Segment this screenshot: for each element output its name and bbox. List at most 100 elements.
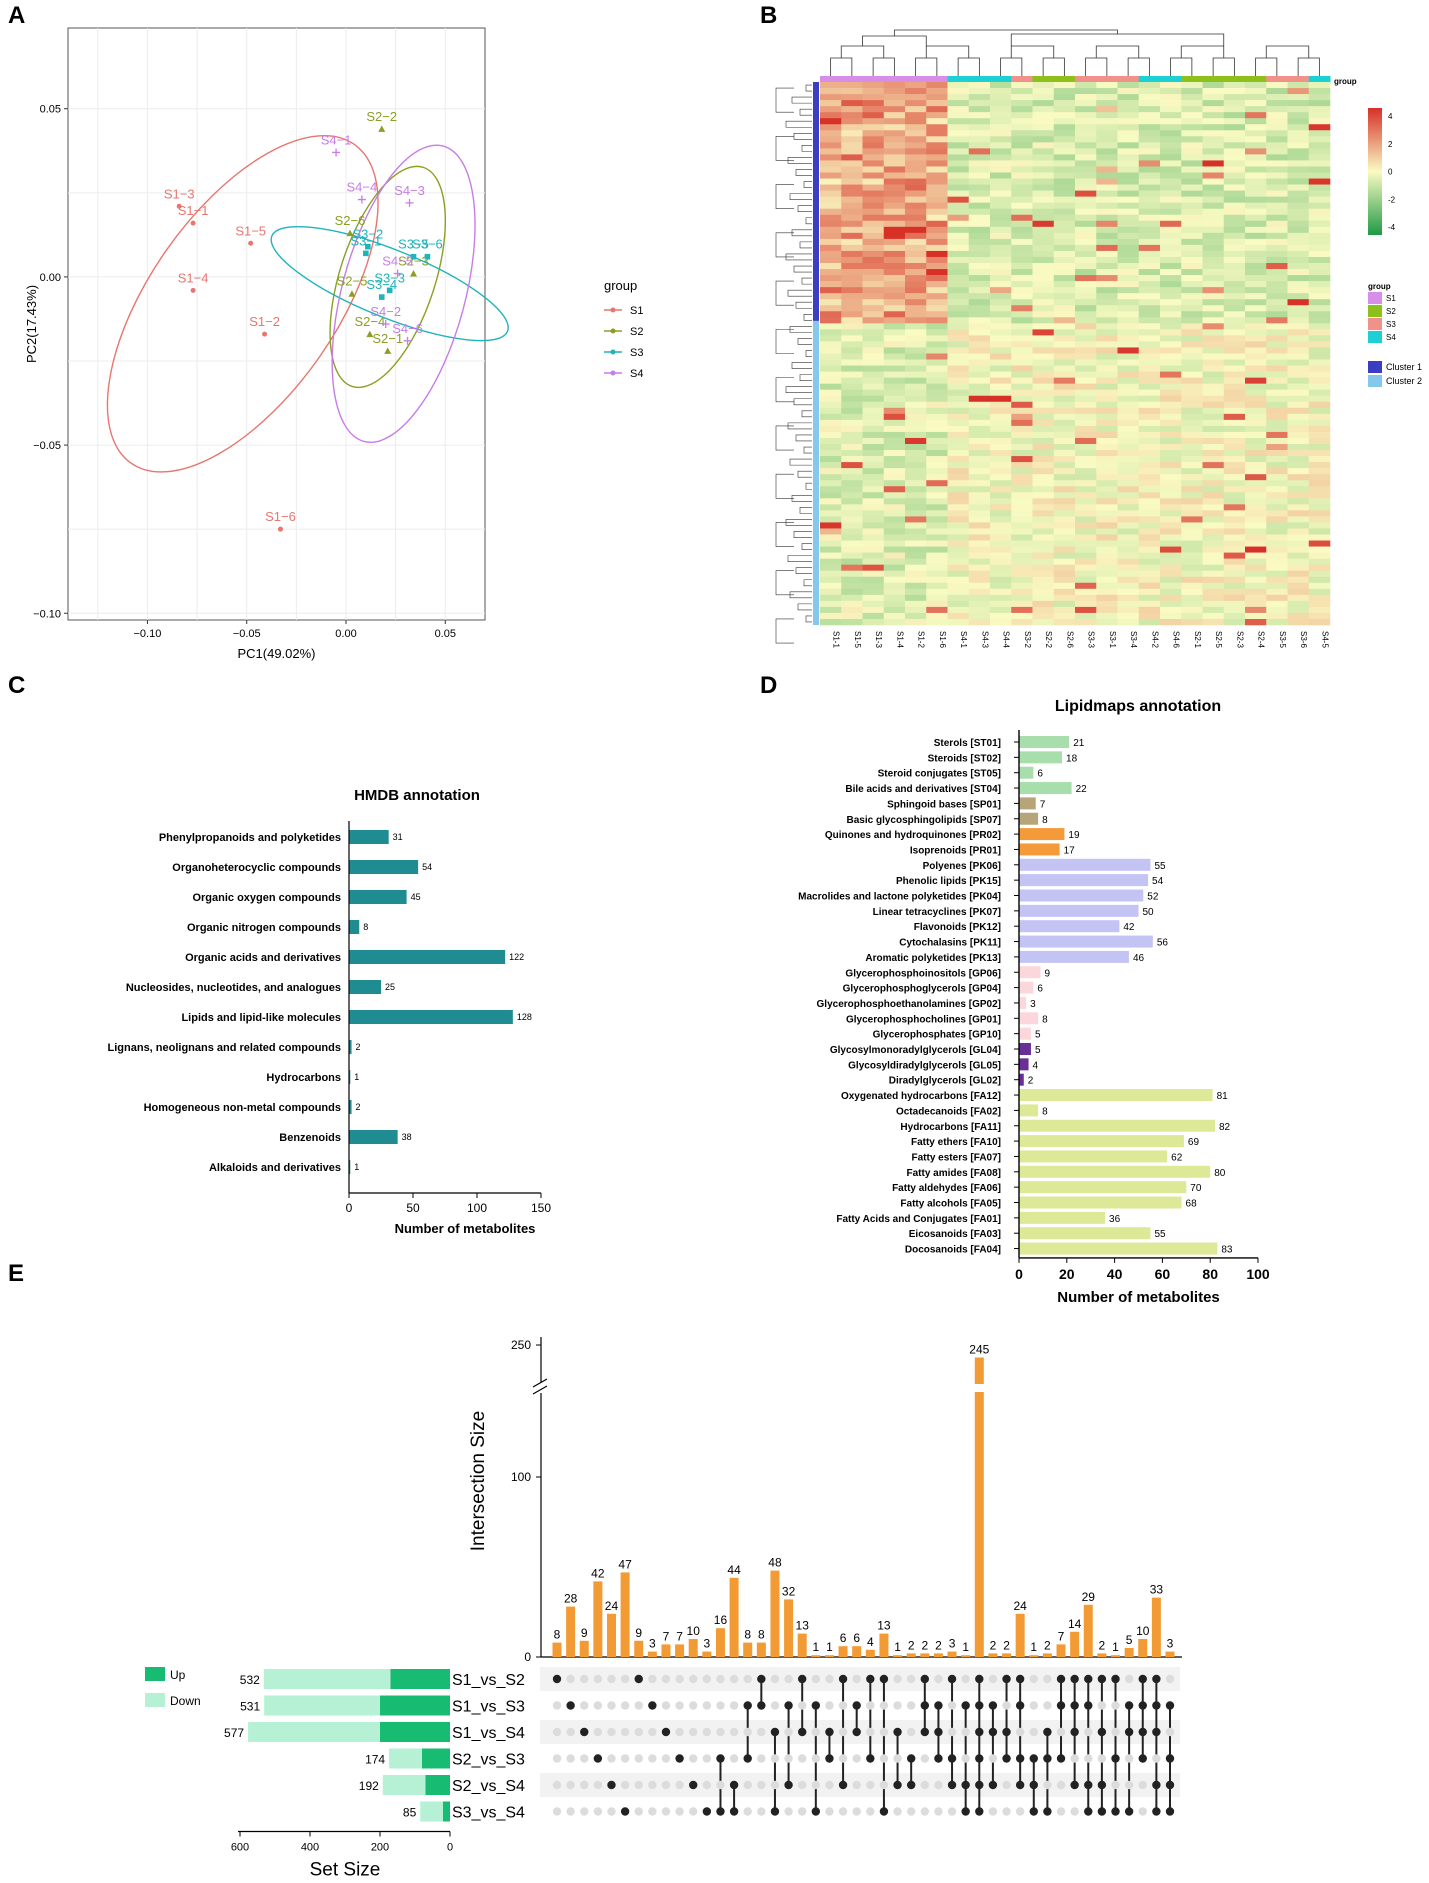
heatmap-cell	[841, 250, 863, 258]
heatmap-cell	[1245, 353, 1267, 360]
heatmap-cell	[990, 190, 1012, 197]
heatmap-cell	[1096, 305, 1118, 312]
heatmap-cell	[968, 558, 991, 565]
heatmap-cell	[1138, 419, 1161, 427]
heatmap-cell	[1287, 558, 1310, 565]
heatmap-cell	[905, 293, 927, 300]
heatmap-cell	[1117, 100, 1140, 107]
heatmap-cell	[820, 486, 842, 493]
heatmap-cell	[1308, 419, 1331, 427]
heatmap-cell	[1308, 106, 1331, 113]
set-name-label: S2_vs_S3	[452, 1752, 525, 1769]
matrix-dot-active	[1002, 1727, 1011, 1737]
heatmap-cell	[1011, 552, 1033, 559]
matrix-dot	[580, 1754, 589, 1763]
heatmap-cell	[1308, 486, 1331, 493]
matrix-dot-active	[934, 1754, 943, 1763]
heatmap-cell	[1181, 136, 1203, 143]
heatmap-cell	[990, 498, 1012, 505]
heatmap-cell	[1011, 534, 1033, 541]
heatmap-cell	[820, 226, 842, 234]
matrix-dot	[852, 1807, 861, 1816]
matrix-dot-active	[1002, 1754, 1011, 1763]
matrix-dot	[620, 1754, 630, 1763]
heatmap-cell	[1287, 100, 1310, 107]
matrix-dot	[906, 1674, 916, 1684]
heatmap-cell	[905, 419, 927, 427]
heatmap-cell	[862, 540, 885, 547]
heatmap-cell	[1011, 335, 1033, 342]
heatmap-cell	[1202, 275, 1225, 282]
heatmap-cell	[1287, 594, 1310, 602]
heatmap-cell	[1138, 540, 1161, 547]
matrix-dot-active	[879, 1674, 889, 1684]
heatmap-cell	[1011, 305, 1033, 312]
heatmap-cell	[1202, 504, 1225, 511]
matrix-dot-active	[1111, 1674, 1120, 1684]
heatmap-cell	[1138, 480, 1161, 487]
heatmap-cell	[1096, 124, 1118, 131]
heatmap-cell	[905, 232, 927, 240]
heatmap-cell	[905, 425, 927, 433]
heatmap-cell	[990, 486, 1012, 493]
heatmap-cell	[1181, 112, 1203, 119]
heatmap-cell	[1160, 425, 1182, 433]
heatmap-cell	[1117, 202, 1140, 209]
matrix-dot	[757, 1727, 766, 1737]
heatmap-cell	[905, 353, 927, 360]
heatmap-cell	[862, 462, 885, 469]
heatmap-cell	[1287, 395, 1310, 403]
matrix-dot-active	[770, 1727, 780, 1737]
heatmap-cell	[1075, 510, 1097, 517]
heatmap-cell	[1308, 226, 1331, 234]
bar-value-label: 13	[796, 1619, 810, 1633]
heatmap-cell	[968, 238, 991, 246]
heatmap-cell	[1075, 317, 1097, 324]
heatmap-cell	[1308, 214, 1331, 222]
heatmap-cell	[1075, 558, 1097, 565]
heatmap-cell	[905, 118, 927, 125]
set-size-value: 85	[403, 1806, 417, 1820]
heatmap-cell	[905, 546, 927, 553]
heatmap-cell	[883, 214, 906, 222]
matrix-dot	[620, 1780, 630, 1790]
value-label: 25	[385, 982, 395, 992]
heatmap-cell	[1308, 160, 1331, 167]
matrix-dot	[675, 1701, 684, 1710]
heatmap-cell	[1053, 437, 1076, 445]
heatmap-cell	[947, 389, 970, 397]
heatmap-cell	[1245, 462, 1267, 469]
heatmap-cell	[1053, 462, 1076, 469]
heatmap-cell	[1011, 112, 1033, 119]
bar	[1019, 920, 1120, 933]
heatmap-cell	[1245, 341, 1267, 348]
heatmap-cell	[905, 456, 927, 463]
heatmap-cell	[968, 365, 991, 372]
y-tick-label: 250	[511, 1338, 531, 1352]
matrix-dot	[689, 1727, 698, 1737]
bar-value-label: 1	[894, 1640, 901, 1654]
heatmap-cell	[1096, 287, 1118, 294]
heatmap-cell	[1223, 323, 1246, 330]
heatmap-cell	[1096, 419, 1118, 427]
heatmap-cell	[1075, 293, 1097, 300]
heatmap-cell	[1138, 359, 1161, 366]
heatmap-cell	[926, 100, 948, 107]
heatmap-cell	[1011, 359, 1033, 366]
heatmap-cell	[841, 256, 863, 264]
heatmap-cell	[968, 287, 991, 294]
heatmap-cell	[1096, 160, 1118, 167]
heatmap-cell	[926, 486, 948, 493]
heatmap-cell	[1223, 546, 1246, 553]
heatmap-cell	[1138, 335, 1161, 342]
heatmap-cell	[1138, 160, 1161, 167]
heatmap-cell	[1096, 341, 1118, 348]
heatmap-cell	[1096, 401, 1118, 409]
heatmap-cell	[905, 462, 927, 469]
matrix-dot	[893, 1807, 902, 1816]
heatmap-cell	[841, 516, 863, 523]
column-label: S4-5	[1320, 631, 1329, 648]
heatmap-cell	[990, 275, 1012, 282]
category-label: Hydrocarbons	[266, 1072, 341, 1084]
set-size-bar-up	[390, 1669, 450, 1689]
